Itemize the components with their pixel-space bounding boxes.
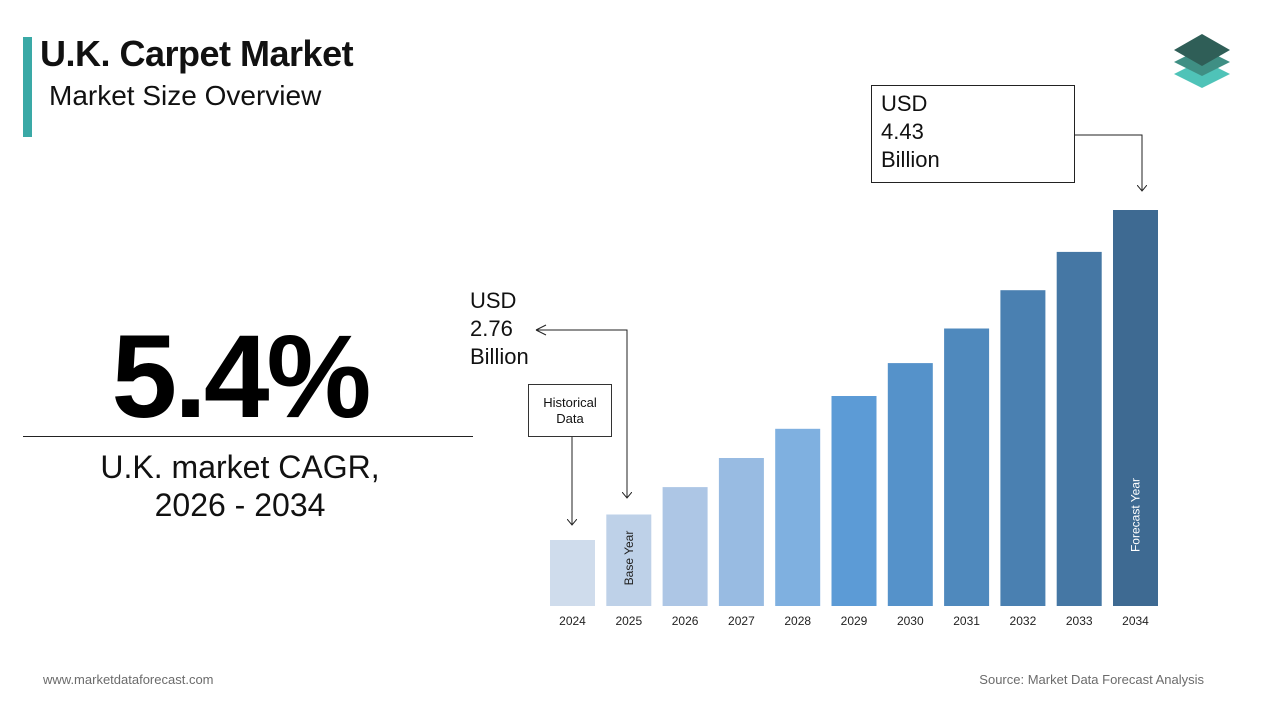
bar-annotation-2025: Base Year — [622, 531, 636, 586]
bar-2030 — [887, 363, 933, 606]
base-callout-currency: USD — [470, 288, 517, 313]
x-tick-2028: 2028 — [784, 614, 811, 628]
base-callout-unit: Billion — [470, 344, 529, 369]
cagr-label: U.K. market CAGR, 2026 - 2034 — [40, 448, 440, 524]
page-title: U.K. Carpet Market — [40, 33, 354, 74]
forecast-callout-value: 4.43 — [881, 119, 924, 144]
historical-data-box: Historical Data — [528, 384, 612, 437]
historical-label-line1: Historical — [543, 394, 597, 410]
bar-2027 — [718, 458, 764, 606]
forecast-value-box — [871, 85, 1075, 183]
x-tick-2033: 2033 — [1066, 614, 1093, 628]
bar-2024 — [550, 540, 595, 606]
x-tick-2029: 2029 — [841, 614, 868, 628]
x-tick-2031: 2031 — [953, 614, 980, 628]
page-subtitle: Market Size Overview — [49, 80, 322, 111]
bar-annotation-2034: Forecast Year — [1129, 478, 1143, 552]
bar-2032 — [1000, 290, 1046, 606]
x-tick-labels: 2024 2025 2026 2027 2028 2029 2030 2031 2032 2033… — [559, 614, 1149, 628]
footer-website: www.marketdataforecast.com — [43, 672, 214, 687]
cagr-label-line1: U.K. market CAGR, — [100, 449, 380, 485]
forecast-callout-unit: Billion — [881, 147, 940, 172]
base-callout-value: 2.76 — [470, 316, 513, 341]
base-year-arrow — [536, 329, 627, 497]
bar-2034 — [1113, 210, 1158, 606]
x-tick-2030: 2030 — [897, 614, 924, 628]
bar-2028 — [775, 428, 821, 606]
bar-2031 — [944, 328, 990, 606]
base-year-value-callout: USD 2.76 Billion — [470, 287, 529, 371]
x-tick-2024: 2024 — [559, 614, 586, 628]
title-accent-bar — [23, 37, 32, 137]
bar-2033 — [1056, 251, 1102, 606]
bars-group — [550, 210, 1158, 606]
x-tick-2034: 2034 — [1122, 614, 1149, 628]
forecast-value-callout: USD 4.43 Billion — [881, 90, 940, 174]
bar-2026 — [662, 487, 708, 606]
cagr-label-line2: 2026 - 2034 — [154, 487, 326, 523]
x-tick-2026: 2026 — [672, 614, 699, 628]
cagr-value: 5.4% — [111, 311, 372, 443]
bar-annotations: Base Year Forecast Year — [622, 478, 1143, 585]
cagr-divider — [23, 436, 473, 437]
layers-logo-icon — [1174, 34, 1230, 88]
historical-label-line2: Data — [556, 410, 584, 426]
footer-source: Source: Market Data Forecast Analysis — [979, 672, 1204, 687]
bar-2029 — [831, 396, 877, 606]
forecast-callout-currency: USD — [881, 91, 928, 116]
x-tick-2025: 2025 — [615, 614, 642, 628]
x-tick-2032: 2032 — [1010, 614, 1037, 628]
bar-2025 — [606, 514, 652, 606]
x-tick-2027: 2027 — [728, 614, 755, 628]
